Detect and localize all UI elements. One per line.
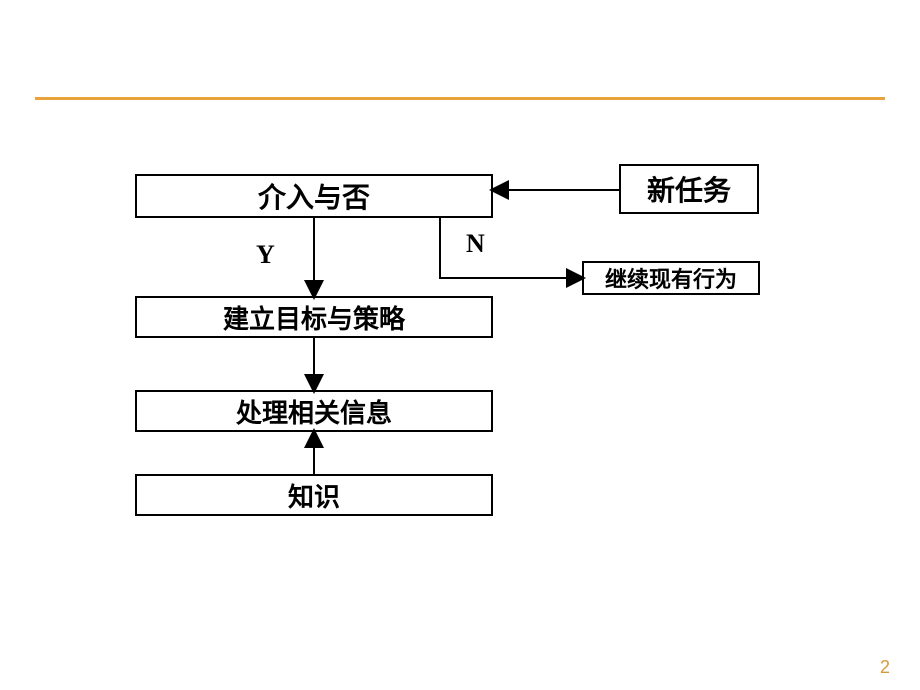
node-decision-label: 介入与否 <box>258 176 370 216</box>
flowchart: 介入与否 新任务 继续现有行为 建立目标与策略 处理相关信息 知识 Y N <box>0 0 920 690</box>
node-continue-label: 继续现有行为 <box>605 262 737 294</box>
node-continue: 继续现有行为 <box>582 261 760 295</box>
node-process: 处理相关信息 <box>135 390 493 432</box>
label-yes: Y <box>256 240 275 270</box>
node-knowledge: 知识 <box>135 474 493 516</box>
flowchart-arrows <box>0 0 920 690</box>
node-goal: 建立目标与策略 <box>135 296 493 338</box>
node-knowledge-label: 知识 <box>288 477 340 514</box>
node-decision: 介入与否 <box>135 174 493 218</box>
node-process-label: 处理相关信息 <box>236 393 392 430</box>
node-goal-label: 建立目标与策略 <box>223 299 405 336</box>
label-no: N <box>466 229 485 259</box>
node-new-task: 新任务 <box>619 164 759 214</box>
edge-decision-no <box>440 218 582 278</box>
page-number: 2 <box>880 657 890 678</box>
node-new-task-label: 新任务 <box>647 169 731 209</box>
